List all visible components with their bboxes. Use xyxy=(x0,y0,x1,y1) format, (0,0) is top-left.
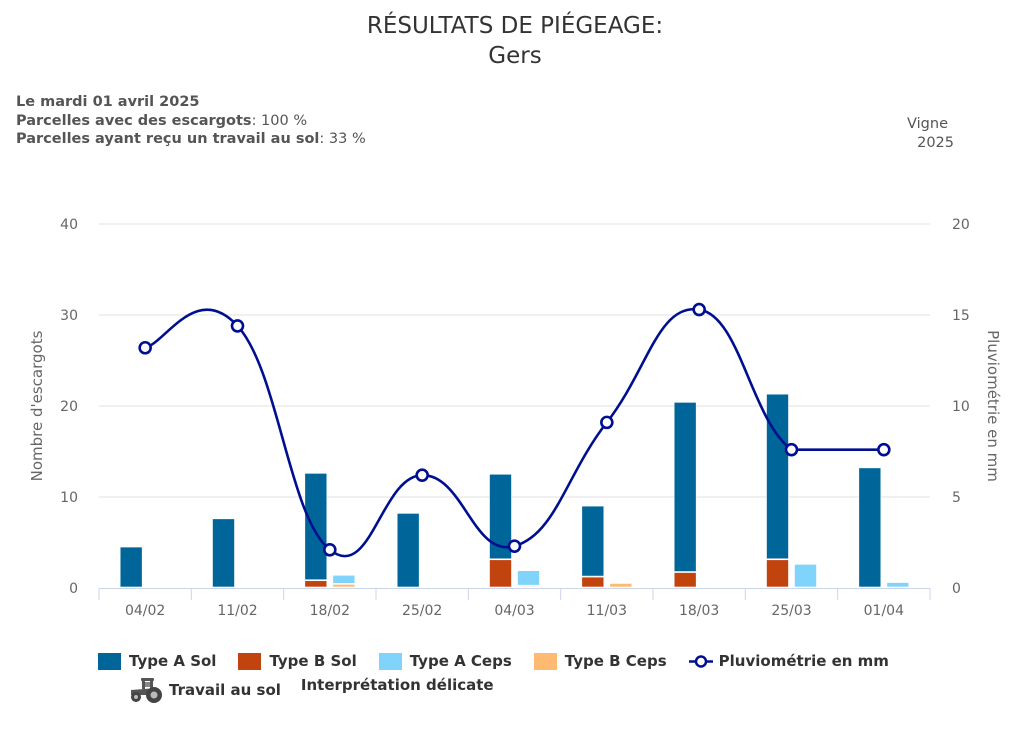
legend-swatch xyxy=(98,652,121,670)
x-tick-label: 25/03 xyxy=(771,603,811,619)
legend-swatch xyxy=(533,652,557,670)
bar-type-a-sol xyxy=(119,546,143,588)
bar-type-b-sol xyxy=(766,559,789,588)
bar-type-a-sol xyxy=(581,505,605,577)
tractor-icon xyxy=(131,678,162,703)
pluvio-line xyxy=(144,308,884,558)
bar-type-a-sol xyxy=(673,402,697,572)
pluvio-point xyxy=(230,319,245,333)
bar-type-b-ceps xyxy=(609,583,633,588)
y-tick-label-right: 5 xyxy=(952,490,961,506)
campaign-year: 2025 xyxy=(917,134,954,151)
bar-type-a-sol xyxy=(766,393,789,560)
legend-label: Travail au sol xyxy=(169,681,281,699)
legend-item-type-a-sol[interactable]: Type A Sol xyxy=(98,652,216,670)
legend-label: Type A Ceps xyxy=(409,652,512,670)
bar-type-b-ceps xyxy=(517,585,540,588)
bar-type-a-sol xyxy=(304,473,328,581)
y-axis-right: 0 5 10 15 20 xyxy=(952,217,970,597)
bar-type-a-sol xyxy=(212,518,235,588)
pluvio-point xyxy=(323,542,337,557)
tillage-value: : 33 % xyxy=(319,131,366,147)
x-tick-label: 18/02 xyxy=(310,603,350,619)
x-tick-label: 04/03 xyxy=(494,603,534,619)
grid-lines xyxy=(99,223,930,498)
report-date: Le mardi 01 avril 2025 xyxy=(16,94,200,110)
legend-swatch xyxy=(378,652,402,670)
bar-type-b-ceps xyxy=(332,584,356,588)
x-axis: 04/02 11/02 18/02 25/02 04/03 11/03 18/03 25/03… xyxy=(98,588,931,619)
legend-item-pluviometrie[interactable]: Pluviométrie en mm xyxy=(688,652,889,670)
legend-item-type-b-sol[interactable]: Type B Sol xyxy=(238,652,357,670)
bar-type-a-ceps xyxy=(886,582,910,588)
legend-note: Interprétation délicate xyxy=(300,676,494,694)
legend-label: Type A Sol xyxy=(129,652,217,670)
line-marker-icon xyxy=(688,654,713,668)
bar-type-b-sol xyxy=(304,580,328,588)
y-tick-label-right: 10 xyxy=(952,399,970,415)
legend-label: Type B Ceps xyxy=(564,652,667,670)
legend-label: Type B Sol xyxy=(269,652,357,670)
bar-type-a-sol xyxy=(858,467,882,588)
legend-swatch xyxy=(238,652,262,670)
y-tick-label-right: 20 xyxy=(952,217,970,233)
x-tick-label: 01/04 xyxy=(864,603,904,619)
pluvio-point xyxy=(507,539,522,553)
x-tick-label: 11/03 xyxy=(587,603,627,619)
bar-type-b-sol xyxy=(489,559,512,588)
bar-type-a-ceps xyxy=(794,564,817,588)
pluvio-point xyxy=(877,442,891,457)
crop-name: Vigne xyxy=(907,116,948,132)
y-tick-label-right: 15 xyxy=(952,308,970,324)
legend-row-series: Type A Sol Type B Sol Type A Ceps Type B… xyxy=(98,652,911,670)
y-tick-label-left: 10 xyxy=(60,490,78,506)
chart-title: RÉSULTATS DE PIÉGEAGE: xyxy=(366,13,664,39)
x-tick-label: 04/02 xyxy=(125,603,165,619)
bars-group xyxy=(119,393,910,588)
y-axis-left: 0 10 20 30 40 xyxy=(60,217,78,597)
y-tick-label-right: 0 xyxy=(952,581,961,597)
legend-item-type-b-ceps[interactable]: Type B Ceps xyxy=(533,652,667,670)
pluvio-point xyxy=(415,468,429,482)
bar-type-a-sol xyxy=(489,473,512,560)
info-panel: Le mardi 01 avril 2025 Parcelles avec de… xyxy=(16,93,366,149)
y-tick-label-left: 40 xyxy=(60,217,78,233)
legend-row-extra: Travail au sol Interprétation délicate xyxy=(127,676,494,704)
chart-canvas: 04/02 11/02 18/02 25/02 04/03 11/03 18/03 25/03… xyxy=(28,217,1002,619)
pluvio-point xyxy=(138,340,152,355)
y-axis-right-title: Pluviométrie en mm xyxy=(984,330,1002,482)
tillage-label: Parcelles ayant reçu un travail au sol xyxy=(16,131,320,147)
info-right-panel: Vigne 2025 xyxy=(907,115,954,152)
x-tick-label: 18/03 xyxy=(679,603,719,619)
bar-type-b-sol xyxy=(673,572,697,588)
pluvio-point xyxy=(600,415,614,430)
pluvio-line-group xyxy=(138,302,891,558)
y-axis-left-title: Nombre d'escargots xyxy=(28,330,46,481)
bar-type-a-ceps xyxy=(517,570,540,586)
chart-subtitle: Gers xyxy=(488,43,542,69)
y-tick-label-left: 30 xyxy=(60,308,78,324)
legend-label: Pluviométrie en mm xyxy=(718,652,889,670)
x-tick-label: 11/02 xyxy=(217,603,257,619)
snails-label: Parcelles avec des escargots xyxy=(16,112,252,129)
legend-item-type-a-ceps[interactable]: Type A Ceps xyxy=(378,652,512,670)
bar-type-a-ceps xyxy=(332,574,356,584)
pluvio-point xyxy=(784,442,799,457)
bar-type-a-sol xyxy=(396,513,420,588)
legend-item-tillage[interactable]: Travail au sol xyxy=(127,676,281,704)
snails-value: : 100 % xyxy=(251,112,308,129)
y-tick-label-left: 20 xyxy=(60,399,78,415)
x-tick-label: 25/02 xyxy=(402,603,442,619)
y-tick-label-left: 0 xyxy=(69,581,78,597)
pluvio-point xyxy=(692,302,706,317)
bar-type-b-sol xyxy=(581,576,605,588)
